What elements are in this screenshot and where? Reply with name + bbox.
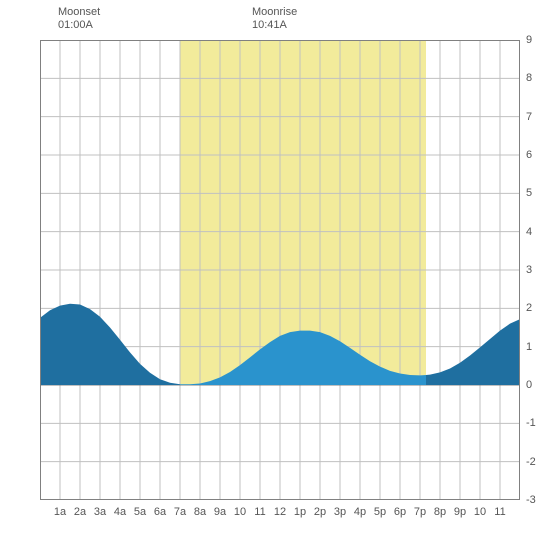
x-tick: 1p bbox=[294, 506, 306, 518]
y-tick: 9 bbox=[526, 34, 532, 46]
moonrise-time: 10:41A bbox=[252, 19, 297, 32]
x-tick: 7p bbox=[414, 506, 426, 518]
moonset-label: Moonset 01:00A bbox=[58, 6, 100, 32]
x-tick: 4p bbox=[354, 506, 366, 518]
y-tick: 1 bbox=[526, 341, 532, 353]
x-tick: 3p bbox=[334, 506, 346, 518]
y-tick: 0 bbox=[526, 379, 532, 391]
x-tick: 11 bbox=[254, 506, 265, 518]
x-tick: 7a bbox=[174, 506, 186, 518]
x-tick: 10 bbox=[474, 506, 486, 518]
x-tick: 11 bbox=[494, 506, 505, 518]
x-tick: 8a bbox=[194, 506, 206, 518]
x-tick: 2a bbox=[74, 506, 86, 518]
tide-chart: Moonset 01:00A Moonrise 10:41A -3-2-1012… bbox=[0, 0, 550, 550]
y-tick: -2 bbox=[526, 456, 536, 468]
moonrise-title: Moonrise bbox=[252, 6, 297, 19]
x-tick: 6a bbox=[154, 506, 166, 518]
chart-svg bbox=[40, 40, 520, 500]
y-tick: -3 bbox=[526, 494, 536, 506]
y-tick: 5 bbox=[526, 187, 532, 199]
x-tick: 8p bbox=[434, 506, 446, 518]
x-tick: 9a bbox=[214, 506, 226, 518]
x-tick: 4a bbox=[114, 506, 126, 518]
y-tick: 3 bbox=[526, 264, 532, 276]
x-tick: 12 bbox=[274, 506, 286, 518]
x-tick: 5a bbox=[134, 506, 146, 518]
x-tick: 2p bbox=[314, 506, 326, 518]
x-tick: 3a bbox=[94, 506, 106, 518]
y-tick: 2 bbox=[526, 302, 532, 314]
y-tick: 6 bbox=[526, 149, 532, 161]
x-tick: 1a bbox=[54, 506, 66, 518]
x-tick: 9p bbox=[454, 506, 466, 518]
y-tick: -1 bbox=[526, 417, 536, 429]
y-tick: 8 bbox=[526, 72, 532, 84]
moonrise-label: Moonrise 10:41A bbox=[252, 6, 297, 32]
moonset-title: Moonset bbox=[58, 6, 100, 19]
x-tick: 5p bbox=[374, 506, 386, 518]
x-tick: 10 bbox=[234, 506, 246, 518]
moonset-time: 01:00A bbox=[58, 19, 100, 32]
x-tick: 6p bbox=[394, 506, 406, 518]
y-tick: 4 bbox=[526, 226, 532, 238]
plot-area bbox=[40, 40, 520, 500]
y-tick: 7 bbox=[526, 111, 532, 123]
